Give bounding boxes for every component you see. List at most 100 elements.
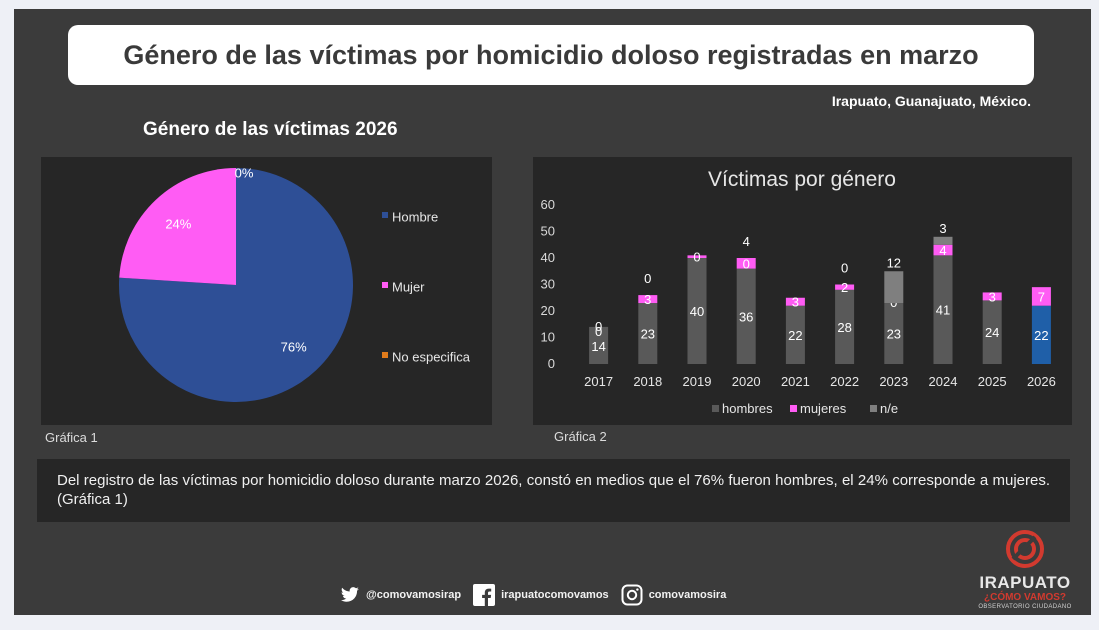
data-label-mujeres-2020: 0 xyxy=(743,256,750,271)
twitter-handle: @comovamosirap xyxy=(366,589,462,601)
bar-hombres-2024 xyxy=(933,255,953,364)
data-label-hombres-2024: 41 xyxy=(936,303,950,318)
data-label-hombres-2019: 40 xyxy=(690,304,704,319)
instagram-link[interactable]: comovamosira xyxy=(621,584,727,606)
logo-icon xyxy=(1006,530,1044,568)
data-label-ne-2024: 3 xyxy=(939,221,946,236)
bar-chart: Víctimas por género010203040506014002017… xyxy=(541,168,1056,416)
data-label-hombres-2017: 14 xyxy=(591,339,605,354)
description-box: Del registro de las víctimas por homicid… xyxy=(37,459,1070,522)
pie-data-label-mujer: 24% xyxy=(165,217,191,232)
legend-swatch-hombre xyxy=(382,212,388,218)
bar-hombres-2025 xyxy=(982,300,1002,364)
bar-mujeres-2024 xyxy=(933,244,953,256)
observatory-logo: IRAPUATO ¿CÓMO VAMOS? OBSERVATORIO CIUDA… xyxy=(969,529,1081,610)
legend-label-ne: n/e xyxy=(880,401,898,416)
bar-chart-title: Víctimas por género xyxy=(708,168,896,191)
pie-slice-mujer xyxy=(119,168,236,285)
instagram-handle: comovamosira xyxy=(648,589,727,601)
pie-chart-title: Género de las víctimas 2026 xyxy=(143,119,398,140)
facebook-link[interactable]: irapuatocomovamos xyxy=(473,584,609,606)
pie-data-label-no-especifica: 0% xyxy=(235,166,254,181)
data-label-ne-2023: 12 xyxy=(887,255,901,270)
data-label-mujeres-2018: 3 xyxy=(644,292,651,307)
legend-label-hombres: hombres xyxy=(722,401,773,416)
y-tick-label: 10 xyxy=(541,330,555,345)
title-banner: Género de las víctimas por homicidio dol… xyxy=(68,25,1034,85)
x-tick-label: 2021 xyxy=(781,374,810,389)
data-label-mujeres-2019: 0 xyxy=(693,250,700,265)
bar-hombres-2020 xyxy=(736,268,756,364)
legend-label-mujer: Mujer xyxy=(392,279,425,294)
data-label-hombres-2026: 22 xyxy=(1034,328,1048,343)
x-tick-label: 2023 xyxy=(879,374,908,389)
y-tick-label: 0 xyxy=(548,356,555,371)
legend-label-hombre: Hombre xyxy=(392,209,438,224)
bar-hombres-2023 xyxy=(884,303,904,364)
bar-ne-2023 xyxy=(884,271,904,304)
bar-hombres-2018 xyxy=(638,303,658,364)
logo-name: IRAPUATO xyxy=(979,573,1071,592)
bar-mujeres-2018 xyxy=(638,295,658,304)
legend-swatch-no-especifica xyxy=(382,352,388,358)
bar-ne-2024 xyxy=(933,236,953,245)
bar-hombres-2019 xyxy=(687,258,707,364)
data-label-mujeres-2025: 3 xyxy=(989,289,996,304)
data-label-hombres-2021: 22 xyxy=(788,328,802,343)
data-label-ne-2018: 0 xyxy=(644,271,651,286)
data-label-ne-2022: 0 xyxy=(841,261,848,276)
data-label-ne-2020: 4 xyxy=(743,234,750,249)
pie-data-label-hombre: 76% xyxy=(281,339,307,354)
y-tick-label: 60 xyxy=(541,197,555,212)
pie-chart-panel: 76% 24% 0% Hombre Mujer No especifica xyxy=(41,157,492,425)
data-label-mujeres-2022: 2 xyxy=(841,280,848,295)
x-tick-label: 2017 xyxy=(584,374,613,389)
pie-slice-hombre xyxy=(118,168,353,402)
x-tick-label: 2026 xyxy=(1027,374,1056,389)
x-tick-label: 2018 xyxy=(633,374,662,389)
facebook-handle: irapuatocomovamos xyxy=(501,589,609,601)
x-tick-label: 2020 xyxy=(732,374,761,389)
x-tick-label: 2024 xyxy=(929,374,958,389)
logo-tagline: ¿CÓMO VAMOS? xyxy=(983,592,1067,603)
data-label-hombres-2025: 24 xyxy=(985,325,999,340)
bar-hombres-2026 xyxy=(1031,305,1051,364)
page-title: Género de las víctimas por homicidio dol… xyxy=(123,39,979,70)
social-footer: @comovamosirap irapuatocomovamos comovam… xyxy=(340,583,738,607)
description-text: Del registro de las víctimas por homicid… xyxy=(57,472,1050,508)
bar-hombres-2017 xyxy=(589,326,609,364)
bar-mujeres-2022 xyxy=(835,284,855,290)
y-tick-label: 20 xyxy=(541,303,555,318)
bar-mujeres-2020 xyxy=(736,258,756,269)
pie-chart: 76% 24% 0% Hombre Mujer No especifica xyxy=(118,166,471,402)
legend-swatch-hombres xyxy=(712,405,719,412)
x-tick-label: 2019 xyxy=(683,374,712,389)
data-label-hombres-2023: 23 xyxy=(887,327,901,342)
x-tick-label: 2022 xyxy=(830,374,859,389)
chart2-caption: Gráfica 2 xyxy=(554,429,607,444)
twitter-link[interactable]: @comovamosirap xyxy=(340,587,461,603)
data-label-mujeres-2021: 3 xyxy=(792,295,799,310)
data-label-hombres-2020: 36 xyxy=(739,309,753,324)
bar-mujeres-2021 xyxy=(785,297,805,306)
y-tick-label: 30 xyxy=(541,277,555,292)
data-label-mujeres-2017: 0 xyxy=(595,324,602,339)
data-label-mujeres-2024: 4 xyxy=(939,243,946,258)
data-label-mujeres-2017: 0 xyxy=(595,319,602,334)
bar-mujeres-2026 xyxy=(1031,287,1051,306)
data-label-hombres-2018: 23 xyxy=(641,327,655,342)
infographic: Género de las víctimas por homicidio dol… xyxy=(14,9,1091,615)
y-tick-label: 40 xyxy=(541,250,555,265)
bar-chart-panel: Víctimas por género 0 10 20 30 40 50 60 14 0 0 2017… xyxy=(533,157,1072,425)
bar-mujeres-2025 xyxy=(982,292,1002,301)
facebook-icon xyxy=(473,584,496,606)
x-tick-label: 2025 xyxy=(978,374,1007,389)
y-tick-label: 50 xyxy=(541,224,555,239)
bar-hombres-2022 xyxy=(835,289,855,364)
legend-label-mujeres: mujeres xyxy=(800,401,847,416)
chart1-caption: Gráfica 1 xyxy=(45,430,98,445)
location-label: Irapuato, Guanajuato, México. xyxy=(831,93,1031,109)
logo-subtitle: OBSERVATORIO CIUDADANO xyxy=(978,604,1072,610)
bar-hombres-2021 xyxy=(785,305,805,364)
instagram-icon xyxy=(621,584,643,606)
